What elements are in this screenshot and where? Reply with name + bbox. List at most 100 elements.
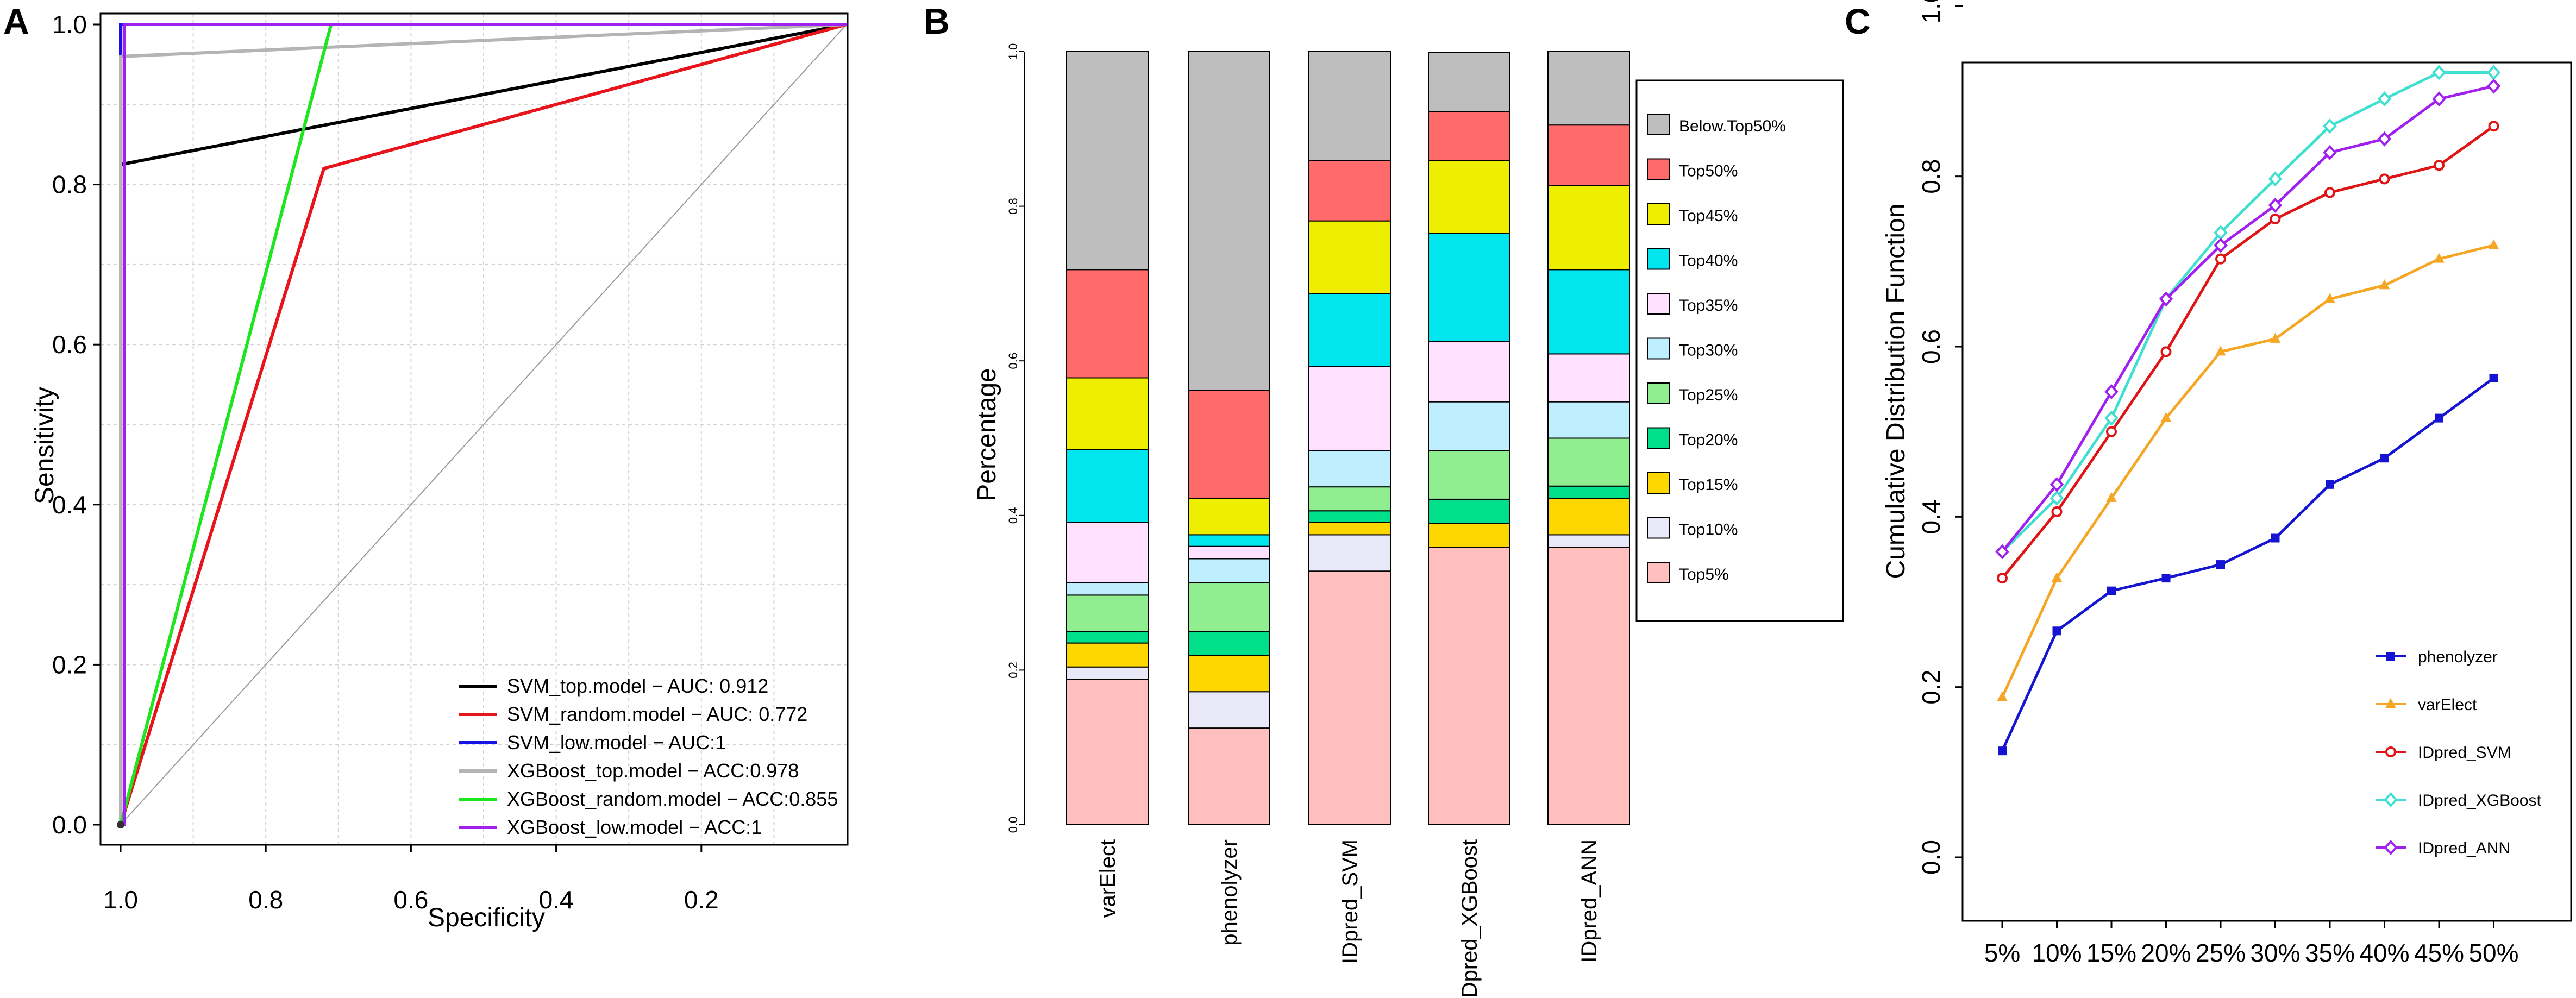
panel-c-cdf-chart: C 0.0 0.2 0.4 0.6 0.8 1.0 Cumulative Distributi… xyxy=(1845,0,2572,967)
bar-segment-phenolyzer-below-top50 xyxy=(1188,51,1270,391)
legend-label-top5: Top5% xyxy=(1679,566,1729,583)
legend-label-top35: Top35% xyxy=(1679,297,1738,315)
cdf-point-phenolyzer xyxy=(2107,586,2116,595)
legend-swatch-top45 xyxy=(1647,203,1670,225)
bar-segment-idpred-ann-top30 xyxy=(1547,401,1630,439)
x-tick-label: 20% xyxy=(2141,939,2191,967)
legend-swatch-top50 xyxy=(1647,158,1670,180)
legend-swatch-top5 xyxy=(1647,562,1670,583)
cdf-point-idpred-svm xyxy=(2051,506,2063,517)
x-tick-label: 1.0 xyxy=(103,886,138,914)
bar-segment-idpred-ann-top5 xyxy=(1547,547,1630,825)
legend-label-top40: Top40% xyxy=(1679,252,1738,270)
cdf-line-idpred-xgboost xyxy=(2001,71,2494,553)
cdf-point-phenolyzer xyxy=(1998,746,2007,756)
y-tick-label: 0.8 xyxy=(1006,198,1020,215)
category-label-phenolyzer: phenolyzer xyxy=(1218,839,1242,946)
x-tick-label: 25% xyxy=(2196,939,2246,967)
legend-swatch-top40 xyxy=(1647,248,1670,270)
x-tick-label: 0.8 xyxy=(248,886,283,914)
bar-segment-phenolyzer-top25 xyxy=(1188,582,1270,632)
category-label-idpred-xgboost: IDpred_XGBoost xyxy=(1458,839,1482,998)
legend-label-xgboost-top-model: XGBoost_top.model − ACC:0.978 xyxy=(507,760,799,782)
bar-segment-phenolyzer-top30 xyxy=(1188,558,1270,583)
panel-letter-c: C xyxy=(1845,1,1871,41)
cdf-point-idpred-svm xyxy=(2379,173,2390,185)
bar-segment-idpred-svm-top15 xyxy=(1308,522,1391,536)
cdf-point-varelect xyxy=(2434,253,2445,263)
y-tick-label: 0.8 xyxy=(1917,159,1945,194)
bar-segment-idpred-xgboost-top25 xyxy=(1428,450,1510,500)
bar-segment-phenolyzer-top5 xyxy=(1188,727,1270,825)
legend-swatch-top35 xyxy=(1647,293,1670,315)
y-tick-label: 1.0 xyxy=(52,10,87,39)
bar-segment-varelect-top5 xyxy=(1066,679,1149,825)
bar-segment-phenolyzer-top35 xyxy=(1188,545,1270,560)
cdf-point-varelect xyxy=(2488,239,2499,249)
x-tick-label: 35% xyxy=(2305,939,2355,967)
y-tick-label: 0.2 xyxy=(1917,670,1945,705)
y-axis-title: Cumulative Distribution Function xyxy=(1882,204,1910,579)
bar-segment-idpred-ann-top40 xyxy=(1547,269,1630,355)
legend-label-top50: Top50% xyxy=(1679,162,1738,180)
cdf-point-varelect xyxy=(2270,332,2281,343)
cdf-point-varelect xyxy=(2160,412,2172,422)
plot-area-border xyxy=(99,12,849,846)
cdf-point-phenolyzer xyxy=(2326,480,2334,489)
cdf-point-varelect xyxy=(2215,346,2226,356)
bar-segment-idpred-ann-top25 xyxy=(1547,437,1630,487)
panel-letter-b: B xyxy=(924,1,950,41)
cdf-point-idpred-svm xyxy=(2324,187,2335,198)
cdf-line-idpred-svm xyxy=(2001,125,2494,579)
y-tick-label: 0.6 xyxy=(52,330,87,359)
panel-b-stacked-bar-chart: B 0.0 0.2 0.4 0.6 0.8 1.0 Percentage varElect phe… xyxy=(924,1,1844,998)
bar-segment-phenolyzer-top10 xyxy=(1188,691,1270,729)
bar-segment-idpred-xgboost-top5 xyxy=(1428,547,1510,825)
x-tick-label: 15% xyxy=(2086,939,2136,967)
cdf-point-varelect xyxy=(2106,492,2117,502)
x-tick-label: 0.4 xyxy=(539,886,574,914)
cdf-point-idpred-ann xyxy=(2377,131,2392,147)
legend-label-xgboost-low-model: XGBoost_low.model − ACC:1 xyxy=(507,816,762,838)
legend-label-top15: Top15% xyxy=(1679,476,1738,494)
cdf-point-idpred-ann xyxy=(2432,91,2446,107)
cdf-point-idpred-xgboost xyxy=(2104,410,2119,426)
panel-letter-a: A xyxy=(3,1,29,41)
y-tick-label: 0.0 xyxy=(1006,817,1020,833)
plot-area-border xyxy=(1961,61,2572,922)
legend-marker-phenolyzer xyxy=(2386,652,2395,661)
legend-box xyxy=(1635,79,1844,622)
x-tick-label: 10% xyxy=(2032,939,2082,967)
legend-swatch-top30 xyxy=(1647,337,1670,360)
legend-label-top10: Top10% xyxy=(1679,521,1738,539)
cdf-point-idpred-ann xyxy=(2486,78,2501,94)
bar-segment-idpred-xgboost-top15 xyxy=(1428,523,1510,548)
x-axis-title: Specificity xyxy=(428,903,545,932)
bar-segment-idpred-svm-top50 xyxy=(1308,160,1391,222)
bar-segment-idpred-svm-top25 xyxy=(1308,486,1391,512)
cdf-point-varelect xyxy=(1997,691,2008,701)
legend-label-svm-random-model: SVM_random.model − AUC: 0.772 xyxy=(507,703,807,725)
bar-segment-idpred-xgboost-below-top50 xyxy=(1428,52,1510,112)
x-tick-label: 30% xyxy=(2250,939,2300,967)
bar-segment-idpred-svm-top45 xyxy=(1308,220,1391,294)
bar-segment-idpred-ann-top15 xyxy=(1547,498,1630,536)
y-tick-label: 0.8 xyxy=(52,171,87,199)
bar-segment-varelect-top20 xyxy=(1066,631,1149,644)
cdf-point-idpred-ann xyxy=(2214,237,2228,253)
bar-segment-phenolyzer-top50 xyxy=(1188,390,1270,499)
panel-a-roc-chart: A 1.0 0.8 0.6 0.4 0.2 0.0 0.2 0.4 0.6 0.8 1.0 Specif… xyxy=(3,1,849,932)
x-tick-label: 0.2 xyxy=(684,886,719,914)
x-tick-label: 5% xyxy=(1984,939,2020,967)
category-label-idpred-ann: IDpred_ANN xyxy=(1577,839,1601,963)
legend-marker-idpred-ann xyxy=(2384,840,2398,855)
cdf-point-phenolyzer xyxy=(2052,626,2061,636)
cdf-line-phenolyzer xyxy=(2001,376,2494,752)
category-label-varelect: varElect xyxy=(1096,839,1120,918)
bar-segment-idpred-svm-below-top50 xyxy=(1308,51,1391,161)
bar-segment-idpred-xgboost-top45 xyxy=(1428,160,1510,234)
bar-segment-idpred-svm-top10 xyxy=(1308,534,1391,572)
legend-label-top25: Top25% xyxy=(1679,386,1738,404)
legend-swatch-top15 xyxy=(1647,472,1670,494)
legend-marker-idpred-svm xyxy=(2385,746,2396,757)
